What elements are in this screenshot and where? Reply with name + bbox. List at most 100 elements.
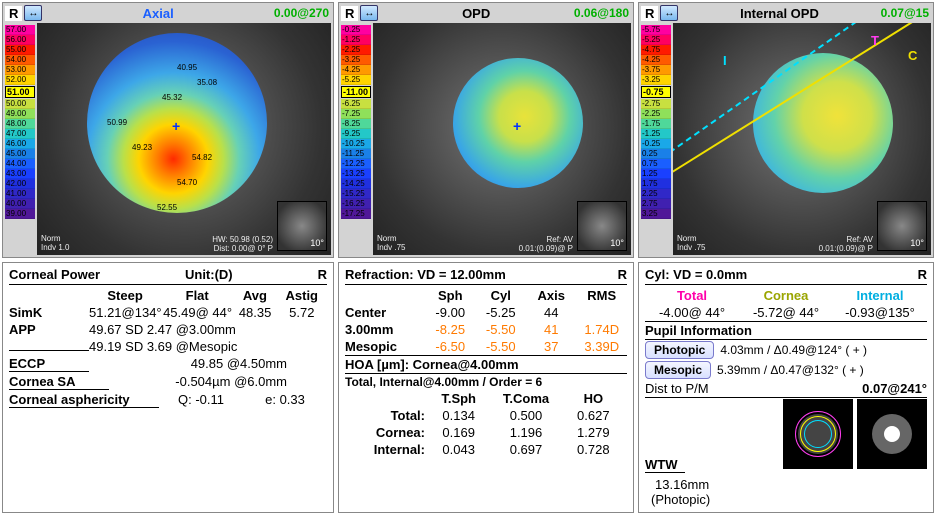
mes-axis: 37 [526, 339, 577, 354]
opd-title: OPD [378, 6, 574, 21]
colorbar-seg: -6.25 [341, 99, 371, 109]
wtw-mode: (Photopic) [651, 492, 783, 507]
colorbar-mark: -11.00 [341, 86, 371, 98]
iopd-title: Internal OPD [678, 6, 880, 21]
asph-q: Q: -0.11 [159, 392, 243, 407]
colorbar-seg: 41.00 [5, 189, 35, 199]
colorbar-seg: -10.25 [341, 139, 371, 149]
colorbar-seg: -8.25 [341, 119, 371, 129]
iopd-r: R [641, 6, 658, 21]
cyl-internal: -0.93@135° [833, 305, 927, 320]
iopd-colorbar: -5.75-5.25-4.75-4.25-3.75-3.25-0.75-2.75… [641, 25, 671, 219]
colorbar-seg: -16.25 [341, 199, 371, 209]
mes-rms: 3.39D [577, 339, 628, 354]
col-axis: Axis [526, 288, 577, 303]
colorbar-seg: 54.00 [5, 55, 35, 65]
axial-reading: 0.00@270 [274, 6, 329, 20]
panel-opd: R ↔ OPD 0.06@180 -0.25-1.25-2.25-3.25-4.… [338, 2, 634, 258]
sa-label: Cornea SA [9, 374, 109, 390]
toggle-icon[interactable]: ↔ [660, 5, 678, 21]
colorbar-seg: -17.25 [341, 209, 371, 219]
axial-pt: 40.95 [177, 63, 197, 72]
r3-sph: -8.25 [425, 322, 476, 337]
col-astig: Astig [277, 288, 327, 303]
eccp: 49.85 @4.50mm [89, 356, 327, 371]
internal-tcoma: 0.697 [492, 442, 559, 457]
col-avg: Avg [233, 288, 276, 303]
colorbar-seg: -12.25 [341, 159, 371, 169]
dist-val: 0.07@241° [862, 381, 927, 396]
opd-footer-left: Norm Indv .75 [377, 235, 405, 253]
iopd-footer-right: Ref: AV 0.01:(0.09)@ P [819, 235, 873, 253]
refraction-r: R [618, 267, 627, 282]
mes-label: Mesopic [345, 339, 425, 354]
colorbar-seg: -5.75 [641, 25, 671, 35]
iopd-reading: 0.07@15 [881, 6, 929, 20]
dist-label: Dist to P/M [645, 381, 862, 396]
hoa-header: HOA [µm]: Cornea@4.00mm [345, 357, 519, 372]
cornea-tsph: 0.169 [425, 425, 492, 440]
colorbar-seg: -4.25 [341, 65, 371, 75]
colorbar-seg: -5.25 [641, 35, 671, 45]
colorbar-seg: -2.75 [641, 99, 671, 109]
colorbar-seg: -1.25 [341, 35, 371, 45]
colorbar-seg: -3.25 [341, 55, 371, 65]
axial-pt: 49.23 [132, 143, 152, 152]
center-sph: -9.00 [425, 305, 476, 320]
colorbar-seg: 57.00 [5, 25, 35, 35]
colorbar-seg: -3.75 [641, 65, 671, 75]
cyl-col-internal: Internal [833, 288, 927, 303]
cyl-total: -4.00@ 44° [645, 305, 739, 320]
toggle-icon[interactable]: ↔ [360, 5, 378, 21]
toggle-icon[interactable]: ↔ [24, 5, 42, 21]
cyl-col-total: Total [645, 288, 739, 303]
simk-astig: 5.72 [277, 305, 327, 320]
mesopic-text: 5.39mm / Δ0.47@132° ( + ) [717, 363, 864, 377]
axial-pt: 52.55 [157, 203, 177, 212]
colorbar-mark: -0.75 [641, 86, 671, 98]
colorbar-seg: 1.25 [641, 169, 671, 179]
cornea-ho: 1.279 [560, 425, 627, 440]
axial-pt: 35.08 [197, 78, 217, 87]
colorbar-seg: 39.00 [5, 209, 35, 219]
colorbar-seg: 55.00 [5, 45, 35, 55]
mes-sph: -6.50 [425, 339, 476, 354]
refraction-header: Refraction: VD = 12.00mm [345, 267, 506, 282]
app2: 49.19 SD 3.69 @Mesopic [89, 339, 327, 354]
hoa-sub: Total, Internal@4.00mm / Order = 6 [345, 375, 542, 389]
opd-colorbar: -0.25-1.25-2.25-3.25-4.25-5.25-11.00-6.2… [341, 25, 371, 219]
colorbar-seg: -1.75 [641, 119, 671, 129]
internal-ho: 0.728 [560, 442, 627, 457]
simk-steep: 51.21@134° [89, 305, 162, 320]
center-cross-icon: + [172, 118, 182, 128]
axial-pt: 54.82 [192, 153, 212, 162]
eccp-label: ECCP [9, 356, 89, 372]
colorbar-seg: 45.00 [5, 149, 35, 159]
colorbar-seg: -11.25 [341, 149, 371, 159]
wtw-mini-dot [857, 399, 927, 469]
total-label: Total: [345, 408, 425, 423]
colorbar-seg: -14.25 [341, 179, 371, 189]
opd-r: R [341, 6, 358, 21]
total-tcoma: 0.500 [492, 408, 559, 423]
mesopic-button[interactable]: Mesopic [645, 361, 711, 379]
colorbar-seg: 49.00 [5, 109, 35, 119]
colorbar-seg: -1.25 [641, 129, 671, 139]
colorbar-seg: 46.00 [5, 139, 35, 149]
col-cyl: Cyl [476, 288, 527, 303]
simk-label: SimK [9, 305, 89, 320]
axis-letter-i: I [723, 53, 727, 68]
axial-footer-right: HW: 50.98 (0.52) Dist: 0.00@ 0° P [212, 235, 273, 253]
axial-thumb: 10° [277, 201, 327, 251]
colorbar-seg: 3.25 [641, 209, 671, 219]
cornea-tcoma: 1.196 [492, 425, 559, 440]
colorbar-seg: 40.00 [5, 199, 35, 209]
colorbar-seg: 42.00 [5, 179, 35, 189]
simk-avg: 48.35 [234, 305, 277, 320]
wtw-mini-rings [783, 399, 853, 469]
total-tsph: 0.134 [425, 408, 492, 423]
photopic-button[interactable]: Photopic [645, 341, 714, 359]
colorbar-seg: 0.25 [641, 149, 671, 159]
axial-title: Axial [42, 6, 274, 21]
corneal-unit: Unit:(D) [185, 267, 233, 282]
